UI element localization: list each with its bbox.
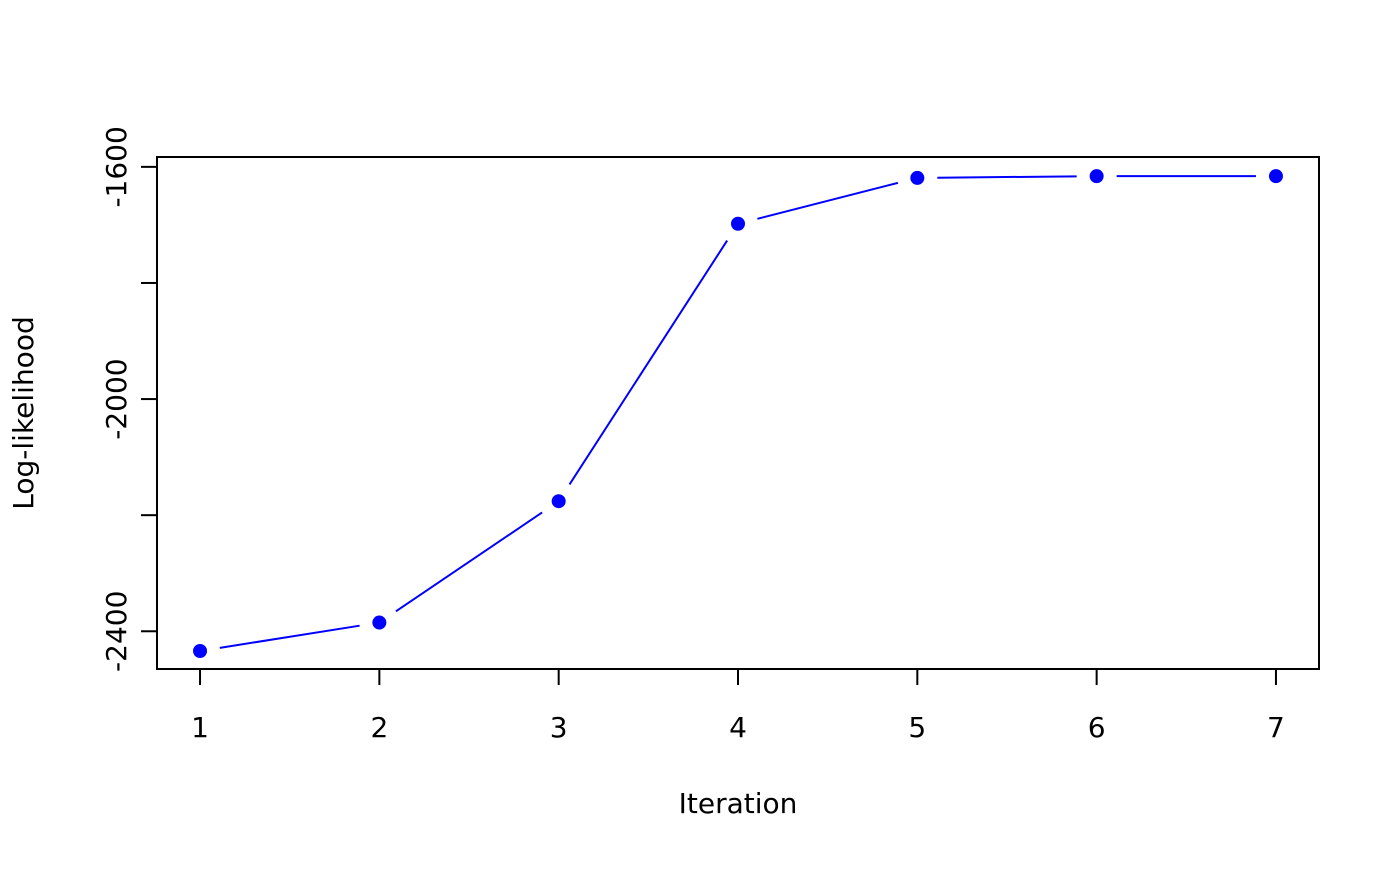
line-segment [219, 624, 360, 649]
y-axis-label: Log-likelihood [7, 316, 40, 509]
point [731, 216, 745, 231]
y-tick-label: -2000 [100, 358, 133, 439]
line-segment [937, 175, 1077, 179]
point [1268, 169, 1283, 184]
x-tick-label: 6 [1088, 711, 1106, 744]
plot-frame [156, 156, 1320, 670]
line-segment [568, 240, 728, 485]
point [1089, 169, 1104, 184]
x-tick-label: 7 [1267, 711, 1285, 744]
x-tick-label: 1 [191, 711, 209, 744]
line-segment [757, 181, 899, 220]
point [193, 644, 208, 659]
line-segment [395, 511, 543, 613]
point [372, 615, 387, 630]
x-tick-label: 3 [550, 711, 568, 744]
y-tick-label: -1600 [100, 126, 133, 207]
x-tick-label: 4 [729, 711, 747, 744]
point [551, 494, 566, 509]
x-tick-label: 2 [370, 711, 388, 744]
x-axis-label: Iteration [679, 787, 798, 820]
x-tick-label: 5 [908, 711, 926, 744]
point [910, 170, 925, 185]
y-tick-label: -2400 [100, 591, 133, 672]
